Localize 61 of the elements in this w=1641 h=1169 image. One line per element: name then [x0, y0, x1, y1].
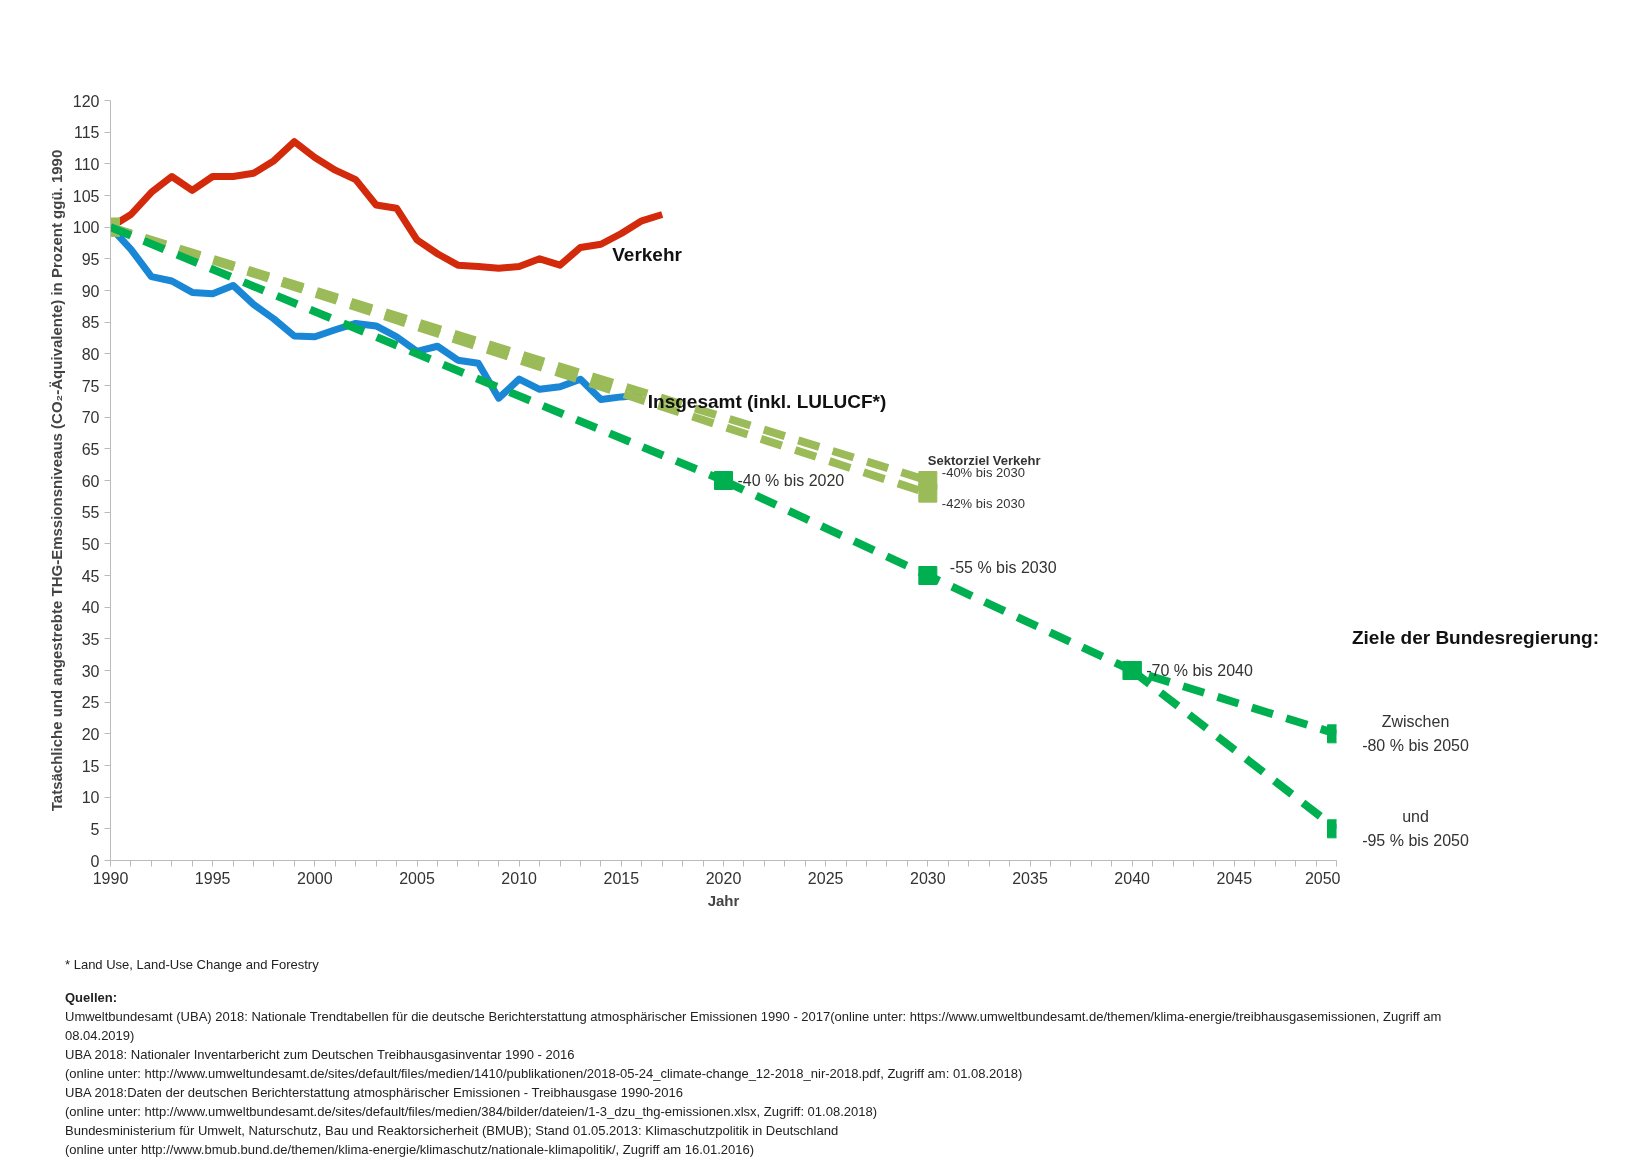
annotation: Sektorziel Verkehr [927, 453, 1041, 468]
y-tick-label: 40 [81, 599, 100, 617]
y-tick-label: 25 [81, 694, 100, 712]
y-tick-label: 10 [81, 789, 100, 807]
y-tick-label: 60 [81, 472, 100, 490]
y-tick-label: 65 [81, 440, 100, 458]
y-tick-label: 75 [81, 377, 100, 395]
y-tick-label: 115 [73, 124, 100, 142]
y-tick-label: 30 [81, 662, 100, 680]
x-tick-label: 2000 [297, 869, 333, 887]
x-tick-label: 2015 [603, 869, 640, 887]
y-tick-label: 120 [72, 92, 100, 110]
y-tick-label: 105 [72, 187, 100, 205]
annotation: -42% bis 2030 [941, 495, 1025, 511]
text: Zwischen [1381, 713, 1450, 731]
y-tick-label: 55 [81, 504, 100, 522]
y-tick-label: 80 [81, 345, 100, 363]
text: (online unter: http://www.umweltundesamt.de/sites/default/files/medien/1410/publikationen/2018-05-24_climate-change_12-2018_nir-2018.pdf, Zugriff am: 01.08.2018) [65, 1065, 1024, 1083]
series-label: Verkehr [612, 244, 683, 265]
text: Bundesministerium für Umwelt, Naturschutz, Bau und Reaktorsicherheit (BMUB); Stand 01.05.2013: Klimaschutzpolitik in Deutschland [65, 1122, 840, 1140]
text: Umweltbundesamt (UBA) 2018: Nationale Trendtabellen für die deutsche Berichterstattung atmosphärischer Emissionen 1990 - 2017(online unter: https://www.umweltbundesamt.de/themen/klima-energie/treibhausgasemissionen, Zugriff am 08.04.2019) [65, 1008, 1443, 1045]
x-tick-label: 2035 [1012, 869, 1048, 887]
annotation: -95 % bis 2050 [1362, 832, 1469, 850]
annotation: -80 % bis 2050 [1362, 737, 1469, 755]
y-tick-label: 20 [81, 725, 100, 743]
annotation: -40 % bis 2020 [737, 472, 845, 489]
x-tick-label: 2025 [807, 869, 844, 887]
x-tick-label: 1995 [194, 869, 231, 887]
annotation: -70 % bis 2040 [1146, 662, 1253, 679]
y-tick-label: 110 [73, 155, 100, 173]
y-tick-label: 35 [81, 630, 100, 648]
text: * Land Use, Land-Use Change and Forestry [65, 956, 320, 974]
y-tick-label: 90 [81, 282, 100, 300]
x-tick-label: 1990 [92, 869, 129, 887]
text: UBA 2018: Nationaler Inventarbericht zum Deutschen Treibhausgasinventar 1990 - 2016 [65, 1046, 576, 1064]
y-tick-label: 45 [81, 567, 100, 585]
y-tick-label: 50 [81, 535, 100, 553]
y-tick-label: 0 [90, 852, 100, 870]
y-tick-label: 100 [72, 219, 100, 237]
x-tick-label: 2005 [399, 869, 435, 887]
x-tick-label: 2040 [1114, 869, 1151, 887]
text: und [1402, 808, 1429, 826]
annotation: -40% bis 2030 [941, 465, 1025, 480]
x-tick-label: 2010 [501, 869, 538, 887]
x-tick-label: 2030 [910, 869, 946, 887]
y-tick-label: 95 [81, 250, 100, 268]
text: (online unter http://www.bmub.bund.de/themen/klima-energie/klimaschutz/nationale-klimapolitik/, Zugriff am 16.01.2016) [65, 1141, 756, 1159]
source-note: Quellen: [65, 989, 118, 1007]
y-axis-title: Tatsächliche und angestrebte THG-Emssionsniveaus (CO₂-Äquivalente) in Prozent ggü. 1990 [47, 149, 65, 812]
text: UBA 2018:Daten der deutschen Berichterstattung atmosphärischer Emissionen - Treibhausgase 1990-2016 [65, 1084, 684, 1102]
annotation: -55 % bis 2030 [949, 559, 1057, 576]
text: Ziele der Bundesregierung: [1351, 627, 1600, 649]
x-tick-label: 2020 [705, 869, 742, 887]
x-tick-label: 2050 [1304, 869, 1341, 887]
x-tick-label: 2045 [1216, 869, 1253, 887]
text: (online unter: http://www.umweltbundesamt.de/sites/default/files/medien/384/bilder/dateien/1-3_dzu_thg-emissionen.xlsx, Zugriff: 01.08.2018) [65, 1103, 878, 1121]
y-tick-label: 5 [90, 820, 100, 838]
x-axis-title: Jahr [707, 891, 740, 909]
y-tick-label: 70 [81, 409, 100, 427]
y-tick-label: 85 [81, 314, 100, 332]
y-tick-label: 15 [81, 757, 100, 775]
